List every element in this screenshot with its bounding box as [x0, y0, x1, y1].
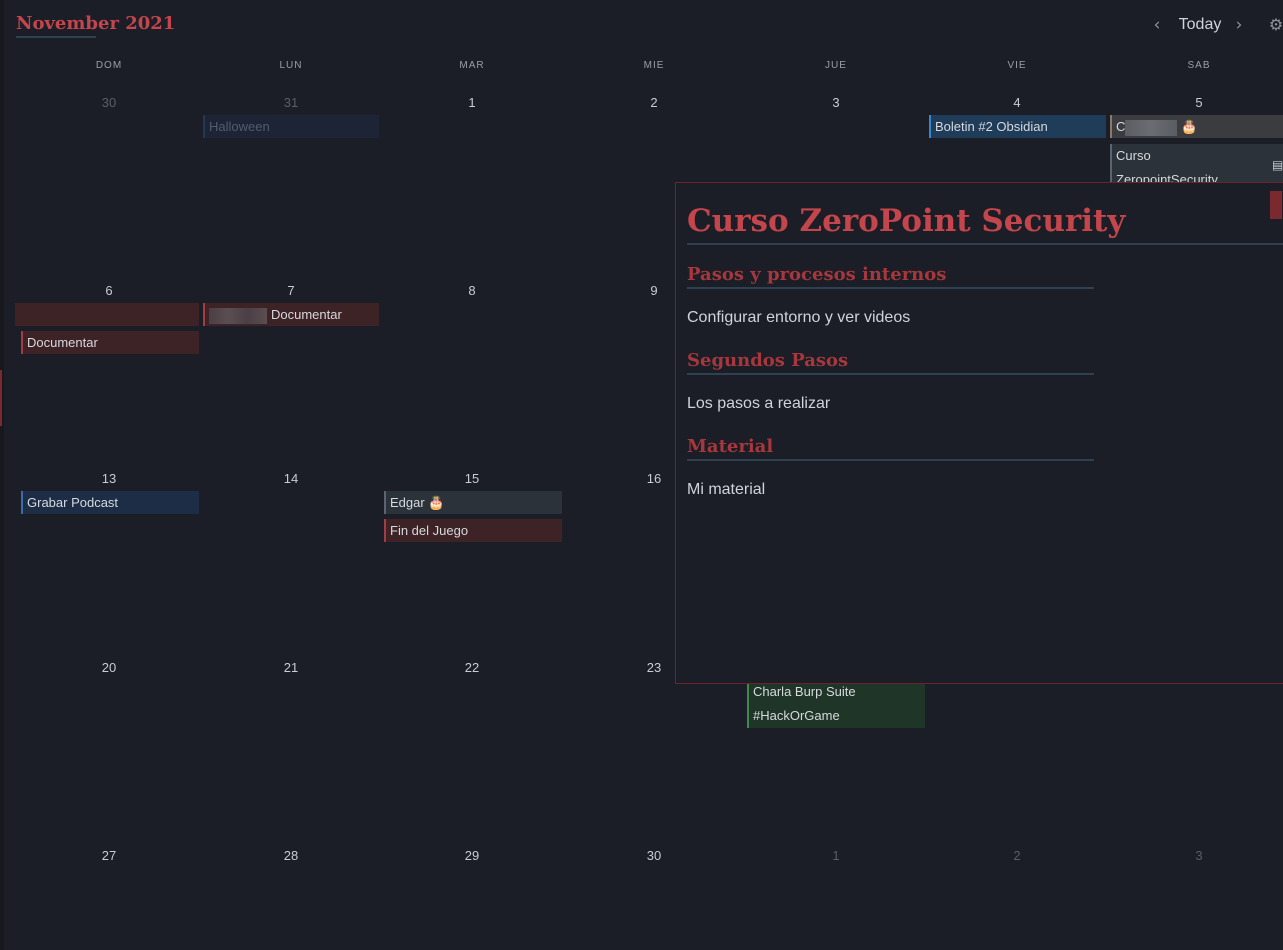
day-number[interactable]: 21	[283, 660, 299, 675]
day-number[interactable]: 22	[464, 660, 480, 675]
event-fin-del-juego[interactable]: Fin del Juego	[384, 519, 562, 542]
redacted-name	[1125, 119, 1178, 136]
day-number[interactable]: 20	[101, 660, 117, 675]
event-curso-line2: ZeropointSecurity	[1116, 172, 1218, 184]
event-birthday-prefix: C	[1116, 119, 1126, 134]
event-grabar-podcast[interactable]: Grabar Podcast	[21, 491, 199, 514]
section-heading: Material	[687, 436, 774, 457]
event-edgar-birthday[interactable]: Edgar 🎂	[384, 491, 562, 514]
weekday-header: JUE	[825, 60, 847, 71]
day-number[interactable]: 14	[283, 471, 299, 486]
section-divider	[687, 459, 1094, 461]
today-button[interactable]: Today	[1178, 16, 1222, 33]
month-title: November 2021	[16, 13, 176, 34]
note-icon: ▤	[1272, 158, 1283, 172]
section-body: Configurar entorno y ver videos	[687, 309, 911, 326]
day-number[interactable]: 6	[105, 283, 113, 298]
section-body: Los pasos a realizar	[687, 395, 831, 412]
day-number[interactable]: 1	[468, 95, 476, 110]
day-number[interactable]: 29	[464, 848, 480, 863]
day-number[interactable]: 4	[1013, 95, 1021, 110]
section-body: Mi material	[687, 481, 766, 498]
popover-title-divider	[687, 243, 1283, 245]
close-icon[interactable]	[1270, 191, 1282, 219]
section-divider	[687, 287, 1094, 289]
popover-title: Curso ZeroPoint Security	[687, 203, 1126, 239]
day-number[interactable]: 16	[646, 471, 662, 486]
day-number[interactable]: 27	[101, 848, 117, 863]
day-number[interactable]: 13	[101, 471, 117, 486]
weekday-header: DOM	[95, 60, 123, 71]
event-curso-zeropoint[interactable]: Curso ZeropointSecurity	[1110, 144, 1283, 184]
day-number[interactable]: 30	[646, 848, 662, 863]
redacted-label	[209, 307, 267, 324]
gear-icon[interactable]: ⚙	[1268, 15, 1283, 34]
section-heading: Segundos Pasos	[687, 350, 849, 371]
weekday-header: LUN	[279, 60, 303, 71]
day-number[interactable]: 9	[650, 283, 658, 298]
day-number[interactable]: 3	[832, 95, 840, 110]
event-charla-line1: Charla Burp Suite	[753, 684, 856, 699]
event-boletin[interactable]: Boletin #2 Obsidian	[929, 115, 1106, 138]
day-number[interactable]: 15	[464, 471, 480, 486]
day-number[interactable]: 2	[1013, 848, 1021, 863]
weekday-header: SAB	[1187, 60, 1211, 71]
day-number[interactable]: 2	[650, 95, 658, 110]
event-untitled[interactable]	[15, 303, 199, 326]
left-edge-marker	[0, 370, 2, 426]
day-number[interactable]: 5	[1195, 95, 1203, 110]
left-edge	[0, 0, 4, 950]
month-title-underline	[16, 36, 96, 38]
day-number[interactable]: 1	[832, 848, 840, 863]
section-heading: Pasos y procesos internos	[687, 264, 947, 285]
day-number[interactable]: 7	[287, 283, 295, 298]
weekday-header: VIE	[1007, 60, 1027, 71]
day-number[interactable]: 30	[101, 95, 117, 110]
event-curso-line1: Curso	[1116, 148, 1151, 163]
event-documentar[interactable]: Documentar	[203, 303, 379, 326]
event-documentar[interactable]: Documentar	[21, 331, 199, 354]
section-divider	[687, 373, 1094, 375]
event-charla-burp[interactable]: Charla Burp Suite #HackOrGame	[747, 680, 925, 728]
event-birthday[interactable]: C 🎂	[1110, 115, 1283, 138]
cake-icon: 🎂	[1181, 119, 1198, 134]
event-charla-line2: #HackOrGame	[753, 708, 840, 723]
weekday-header: MAR	[459, 60, 485, 71]
event-halloween[interactable]: Halloween	[203, 115, 379, 138]
day-number[interactable]: 23	[646, 660, 662, 675]
day-number[interactable]: 31	[283, 95, 299, 110]
day-number[interactable]: 8	[468, 283, 476, 298]
day-number[interactable]: 3	[1195, 848, 1203, 863]
chevron-left-icon[interactable]: ‹	[1153, 15, 1161, 35]
weekday-header: MIE	[643, 60, 665, 71]
chevron-right-icon[interactable]: ›	[1235, 15, 1243, 35]
day-number[interactable]: 28	[283, 848, 299, 863]
event-documentar-label: Documentar	[271, 307, 342, 322]
event-popover: Curso ZeroPoint Security Pasos y proceso…	[675, 182, 1283, 684]
